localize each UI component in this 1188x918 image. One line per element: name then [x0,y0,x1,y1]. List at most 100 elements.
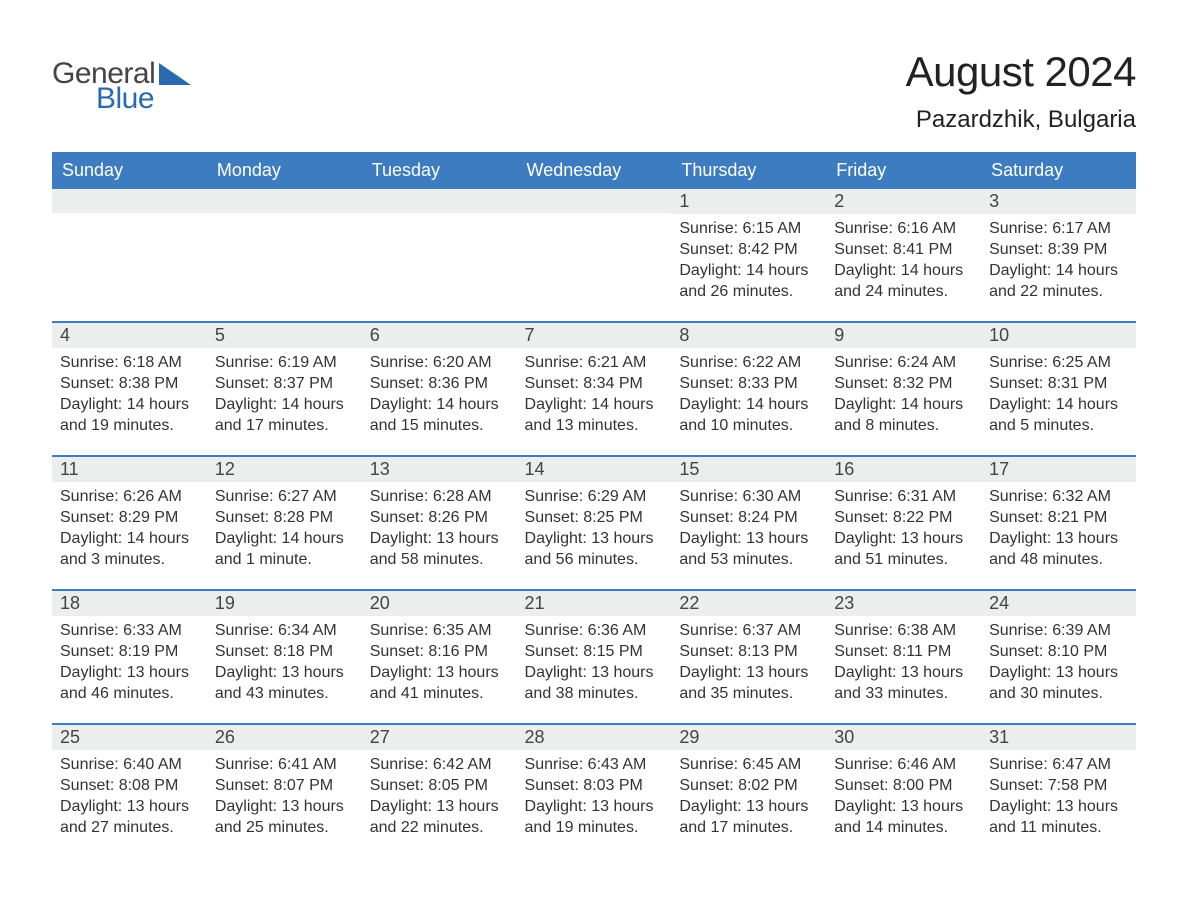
sunrise-text: Sunrise: 6:42 AM [370,754,509,775]
sunrise-text: Sunrise: 6:22 AM [679,352,818,373]
sunrise-text: Sunrise: 6:31 AM [834,486,973,507]
day-number: 15 [671,455,826,482]
daylight-text: Daylight: 13 hours and 19 minutes. [525,796,664,838]
daylight-text: Daylight: 13 hours and 58 minutes. [370,528,509,570]
sunrise-text: Sunrise: 6:34 AM [215,620,354,641]
calendar-day-cell [517,187,672,321]
sunset-text: Sunset: 8:32 PM [834,373,973,394]
sunset-text: Sunset: 7:58 PM [989,775,1128,796]
day-number: 1 [671,187,826,214]
sunrise-text: Sunrise: 6:45 AM [679,754,818,775]
brand-text: General Blue [52,60,155,113]
day-number: 13 [362,455,517,482]
calendar-day-cell: 18Sunrise: 6:33 AMSunset: 8:19 PMDayligh… [52,589,207,723]
day-details: Sunrise: 6:24 AMSunset: 8:32 PMDaylight:… [826,348,981,442]
daylight-text: Daylight: 13 hours and 22 minutes. [370,796,509,838]
calendar-day-cell: 4Sunrise: 6:18 AMSunset: 8:38 PMDaylight… [52,321,207,455]
sunrise-text: Sunrise: 6:41 AM [215,754,354,775]
day-number: 30 [826,723,981,750]
day-number: 12 [207,455,362,482]
calendar-day-cell: 30Sunrise: 6:46 AMSunset: 8:00 PMDayligh… [826,723,981,857]
calendar-day-cell [207,187,362,321]
daylight-text: Daylight: 14 hours and 13 minutes. [525,394,664,436]
sunrise-text: Sunrise: 6:17 AM [989,218,1128,239]
sunrise-text: Sunrise: 6:26 AM [60,486,199,507]
sunset-text: Sunset: 8:11 PM [834,641,973,662]
calendar-day-cell: 20Sunrise: 6:35 AMSunset: 8:16 PMDayligh… [362,589,517,723]
daylight-text: Daylight: 13 hours and 27 minutes. [60,796,199,838]
calendar-day-cell: 26Sunrise: 6:41 AMSunset: 8:07 PMDayligh… [207,723,362,857]
sunrise-text: Sunrise: 6:33 AM [60,620,199,641]
day-number: 21 [517,589,672,616]
sunrise-text: Sunrise: 6:39 AM [989,620,1128,641]
weekday-header: Sunday [52,153,207,187]
daylight-text: Daylight: 14 hours and 15 minutes. [370,394,509,436]
calendar-day-cell: 9Sunrise: 6:24 AMSunset: 8:32 PMDaylight… [826,321,981,455]
sunset-text: Sunset: 8:38 PM [60,373,199,394]
calendar-day-cell: 23Sunrise: 6:38 AMSunset: 8:11 PMDayligh… [826,589,981,723]
calendar-day-cell: 29Sunrise: 6:45 AMSunset: 8:02 PMDayligh… [671,723,826,857]
daylight-text: Daylight: 13 hours and 38 minutes. [525,662,664,704]
sunset-text: Sunset: 8:05 PM [370,775,509,796]
daylight-text: Daylight: 14 hours and 10 minutes. [679,394,818,436]
day-number-empty [207,187,362,213]
daylight-text: Daylight: 13 hours and 53 minutes. [679,528,818,570]
day-number: 10 [981,321,1136,348]
sunrise-text: Sunrise: 6:29 AM [525,486,664,507]
weekday-header: Tuesday [362,153,517,187]
day-number: 11 [52,455,207,482]
calendar-day-cell: 8Sunrise: 6:22 AMSunset: 8:33 PMDaylight… [671,321,826,455]
daylight-text: Daylight: 14 hours and 24 minutes. [834,260,973,302]
day-number: 20 [362,589,517,616]
day-number: 2 [826,187,981,214]
day-number: 16 [826,455,981,482]
sunset-text: Sunset: 8:15 PM [525,641,664,662]
calendar-day-cell: 14Sunrise: 6:29 AMSunset: 8:25 PMDayligh… [517,455,672,589]
sunset-text: Sunset: 8:24 PM [679,507,818,528]
calendar-day-cell: 5Sunrise: 6:19 AMSunset: 8:37 PMDaylight… [207,321,362,455]
calendar-day-cell: 27Sunrise: 6:42 AMSunset: 8:05 PMDayligh… [362,723,517,857]
day-number: 23 [826,589,981,616]
calendar-day-cell: 24Sunrise: 6:39 AMSunset: 8:10 PMDayligh… [981,589,1136,723]
day-details: Sunrise: 6:25 AMSunset: 8:31 PMDaylight:… [981,348,1136,442]
brand-word-2: Blue [96,85,155,114]
day-number: 24 [981,589,1136,616]
day-details: Sunrise: 6:30 AMSunset: 8:24 PMDaylight:… [671,482,826,576]
day-number: 5 [207,321,362,348]
calendar-week-row: 11Sunrise: 6:26 AMSunset: 8:29 PMDayligh… [52,455,1136,589]
sunrise-text: Sunrise: 6:27 AM [215,486,354,507]
calendar-day-cell: 28Sunrise: 6:43 AMSunset: 8:03 PMDayligh… [517,723,672,857]
daylight-text: Daylight: 14 hours and 17 minutes. [215,394,354,436]
day-number: 17 [981,455,1136,482]
sunset-text: Sunset: 8:22 PM [834,507,973,528]
title-block: August 2024 Pazardzhik, Bulgaria [906,48,1136,134]
day-details: Sunrise: 6:27 AMSunset: 8:28 PMDaylight:… [207,482,362,576]
weekday-header: Monday [207,153,362,187]
daylight-text: Daylight: 13 hours and 56 minutes. [525,528,664,570]
day-details: Sunrise: 6:37 AMSunset: 8:13 PMDaylight:… [671,616,826,710]
sunset-text: Sunset: 8:31 PM [989,373,1128,394]
daylight-text: Daylight: 14 hours and 8 minutes. [834,394,973,436]
day-number: 14 [517,455,672,482]
sunrise-text: Sunrise: 6:16 AM [834,218,973,239]
day-number: 3 [981,187,1136,214]
sunrise-text: Sunrise: 6:35 AM [370,620,509,641]
day-details: Sunrise: 6:33 AMSunset: 8:19 PMDaylight:… [52,616,207,710]
day-details: Sunrise: 6:20 AMSunset: 8:36 PMDaylight:… [362,348,517,442]
day-details: Sunrise: 6:32 AMSunset: 8:21 PMDaylight:… [981,482,1136,576]
weekday-header: Saturday [981,153,1136,187]
day-number: 28 [517,723,672,750]
day-details: Sunrise: 6:28 AMSunset: 8:26 PMDaylight:… [362,482,517,576]
day-number-empty [362,187,517,213]
sunrise-text: Sunrise: 6:43 AM [525,754,664,775]
calendar-day-cell [362,187,517,321]
daylight-text: Daylight: 13 hours and 17 minutes. [679,796,818,838]
day-details: Sunrise: 6:34 AMSunset: 8:18 PMDaylight:… [207,616,362,710]
calendar-day-cell: 1Sunrise: 6:15 AMSunset: 8:42 PMDaylight… [671,187,826,321]
calendar-day-cell: 21Sunrise: 6:36 AMSunset: 8:15 PMDayligh… [517,589,672,723]
daylight-text: Daylight: 13 hours and 25 minutes. [215,796,354,838]
calendar-week-row: 18Sunrise: 6:33 AMSunset: 8:19 PMDayligh… [52,589,1136,723]
day-details: Sunrise: 6:15 AMSunset: 8:42 PMDaylight:… [671,214,826,308]
day-number: 8 [671,321,826,348]
month-title: August 2024 [906,48,1136,96]
